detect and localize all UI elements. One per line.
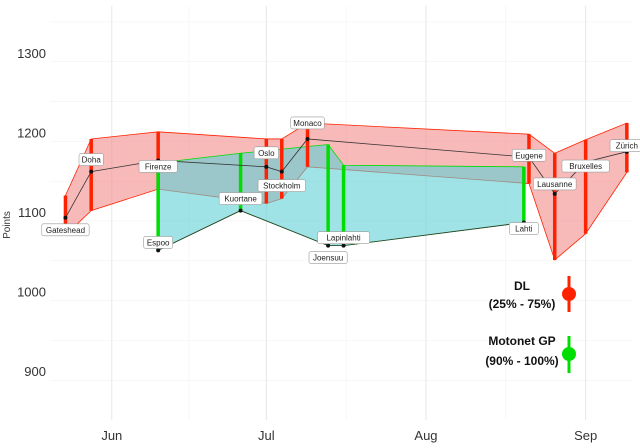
x-tick-label: Aug <box>414 428 437 443</box>
y-axis-title: Points <box>2 211 13 239</box>
venue-label-text: Kuortane <box>224 195 257 204</box>
value-point <box>552 191 557 196</box>
venue-label-text: Firenze <box>145 162 172 171</box>
value-point <box>341 243 346 248</box>
legend-motonet-range: (90% - 100%) <box>485 354 558 368</box>
venue-label-box <box>509 222 539 235</box>
venue-label: Stockholm <box>257 179 306 192</box>
venue-label-text: Lausanne <box>537 180 573 189</box>
venue-label-text: Lapinlahti <box>326 234 360 243</box>
venue-label: Zürich <box>609 139 640 152</box>
legend-dl-dot <box>562 287 576 301</box>
legend-dl-range: (25% - 75%) <box>489 297 556 311</box>
venue-label: Lausanne <box>533 177 577 191</box>
venue-label: Firenze <box>138 160 178 173</box>
venue-label-box <box>317 231 370 244</box>
venue-label-text: Monaco <box>293 119 322 128</box>
venue-label-box <box>78 153 104 166</box>
venue-label-text: Espoo <box>147 238 170 247</box>
value-point <box>63 215 68 220</box>
venue-label: Lahti <box>509 222 539 235</box>
legend-motonet-dot <box>562 347 576 361</box>
y-tick-label: 1100 <box>18 205 46 220</box>
y-tick-label: 1200 <box>17 125 46 140</box>
venue-labels: Gateshead Doha Firenze Oslo Stockholm Monaco E… <box>41 116 640 264</box>
venue-label-text: Bruxelles <box>569 162 602 171</box>
venue-label-box <box>41 223 90 237</box>
legend-motonet-name: Motonet GP <box>488 334 555 348</box>
venue-label: Lapinlahti <box>317 231 370 244</box>
venue-label-text: Stockholm <box>263 182 301 191</box>
venue-label: Oslo <box>253 146 279 160</box>
y-tick-label: 1300 <box>17 46 46 61</box>
value-point <box>238 208 243 213</box>
y-tick-label: 900 <box>24 364 46 379</box>
venue-label-text: Eugene <box>515 151 543 160</box>
x-tick-label: Jun <box>101 428 122 443</box>
venue-label: Bruxelles <box>561 159 610 173</box>
value-point <box>264 164 269 169</box>
venue-label: Eugene <box>511 148 547 162</box>
venue-label-box <box>609 139 640 152</box>
venue-label: Joensuu <box>308 251 348 264</box>
venue-label: Espoo <box>143 236 173 249</box>
venue-label-text: Oslo <box>258 149 275 158</box>
venue-label: Kuortane <box>218 192 263 205</box>
x-tick-label: Sep <box>574 428 597 443</box>
venue-label: Gateshead <box>41 223 90 237</box>
venue-label-box <box>218 192 263 205</box>
venue-label-box <box>308 251 348 264</box>
venue-label-text: Zürich <box>616 142 638 151</box>
value-point <box>279 169 284 174</box>
venue-label-text: Gateshead <box>46 226 85 235</box>
venue-label-box <box>138 160 178 173</box>
venue-label: Doha <box>78 153 104 166</box>
legend: DL (25% - 75%) Motonet GP (90% - 100%) <box>485 276 576 373</box>
value-point <box>305 136 310 141</box>
venue-label-box <box>290 116 325 130</box>
venue-label-box <box>511 148 547 162</box>
venue-label-box <box>561 159 610 173</box>
x-tick-label: Jul <box>258 428 275 443</box>
venue-label-text: Doha <box>82 156 102 165</box>
axes: 900 1000 1100 1200 1300 Jun Jul Aug Sep <box>17 46 597 443</box>
venue-label-box <box>257 179 306 192</box>
venue-label-text: Lahti <box>515 225 533 234</box>
venue-label-text: Joensuu <box>313 254 343 263</box>
venue-label-box <box>143 236 173 249</box>
venue-label: Monaco <box>290 116 325 130</box>
value-point <box>156 248 161 253</box>
venue-label-box <box>253 146 279 160</box>
y-tick-label: 1000 <box>17 285 46 300</box>
legend-dl-name: DL <box>514 279 530 293</box>
value-point <box>326 243 331 248</box>
venue-label-box <box>533 177 577 191</box>
value-point <box>89 169 94 174</box>
